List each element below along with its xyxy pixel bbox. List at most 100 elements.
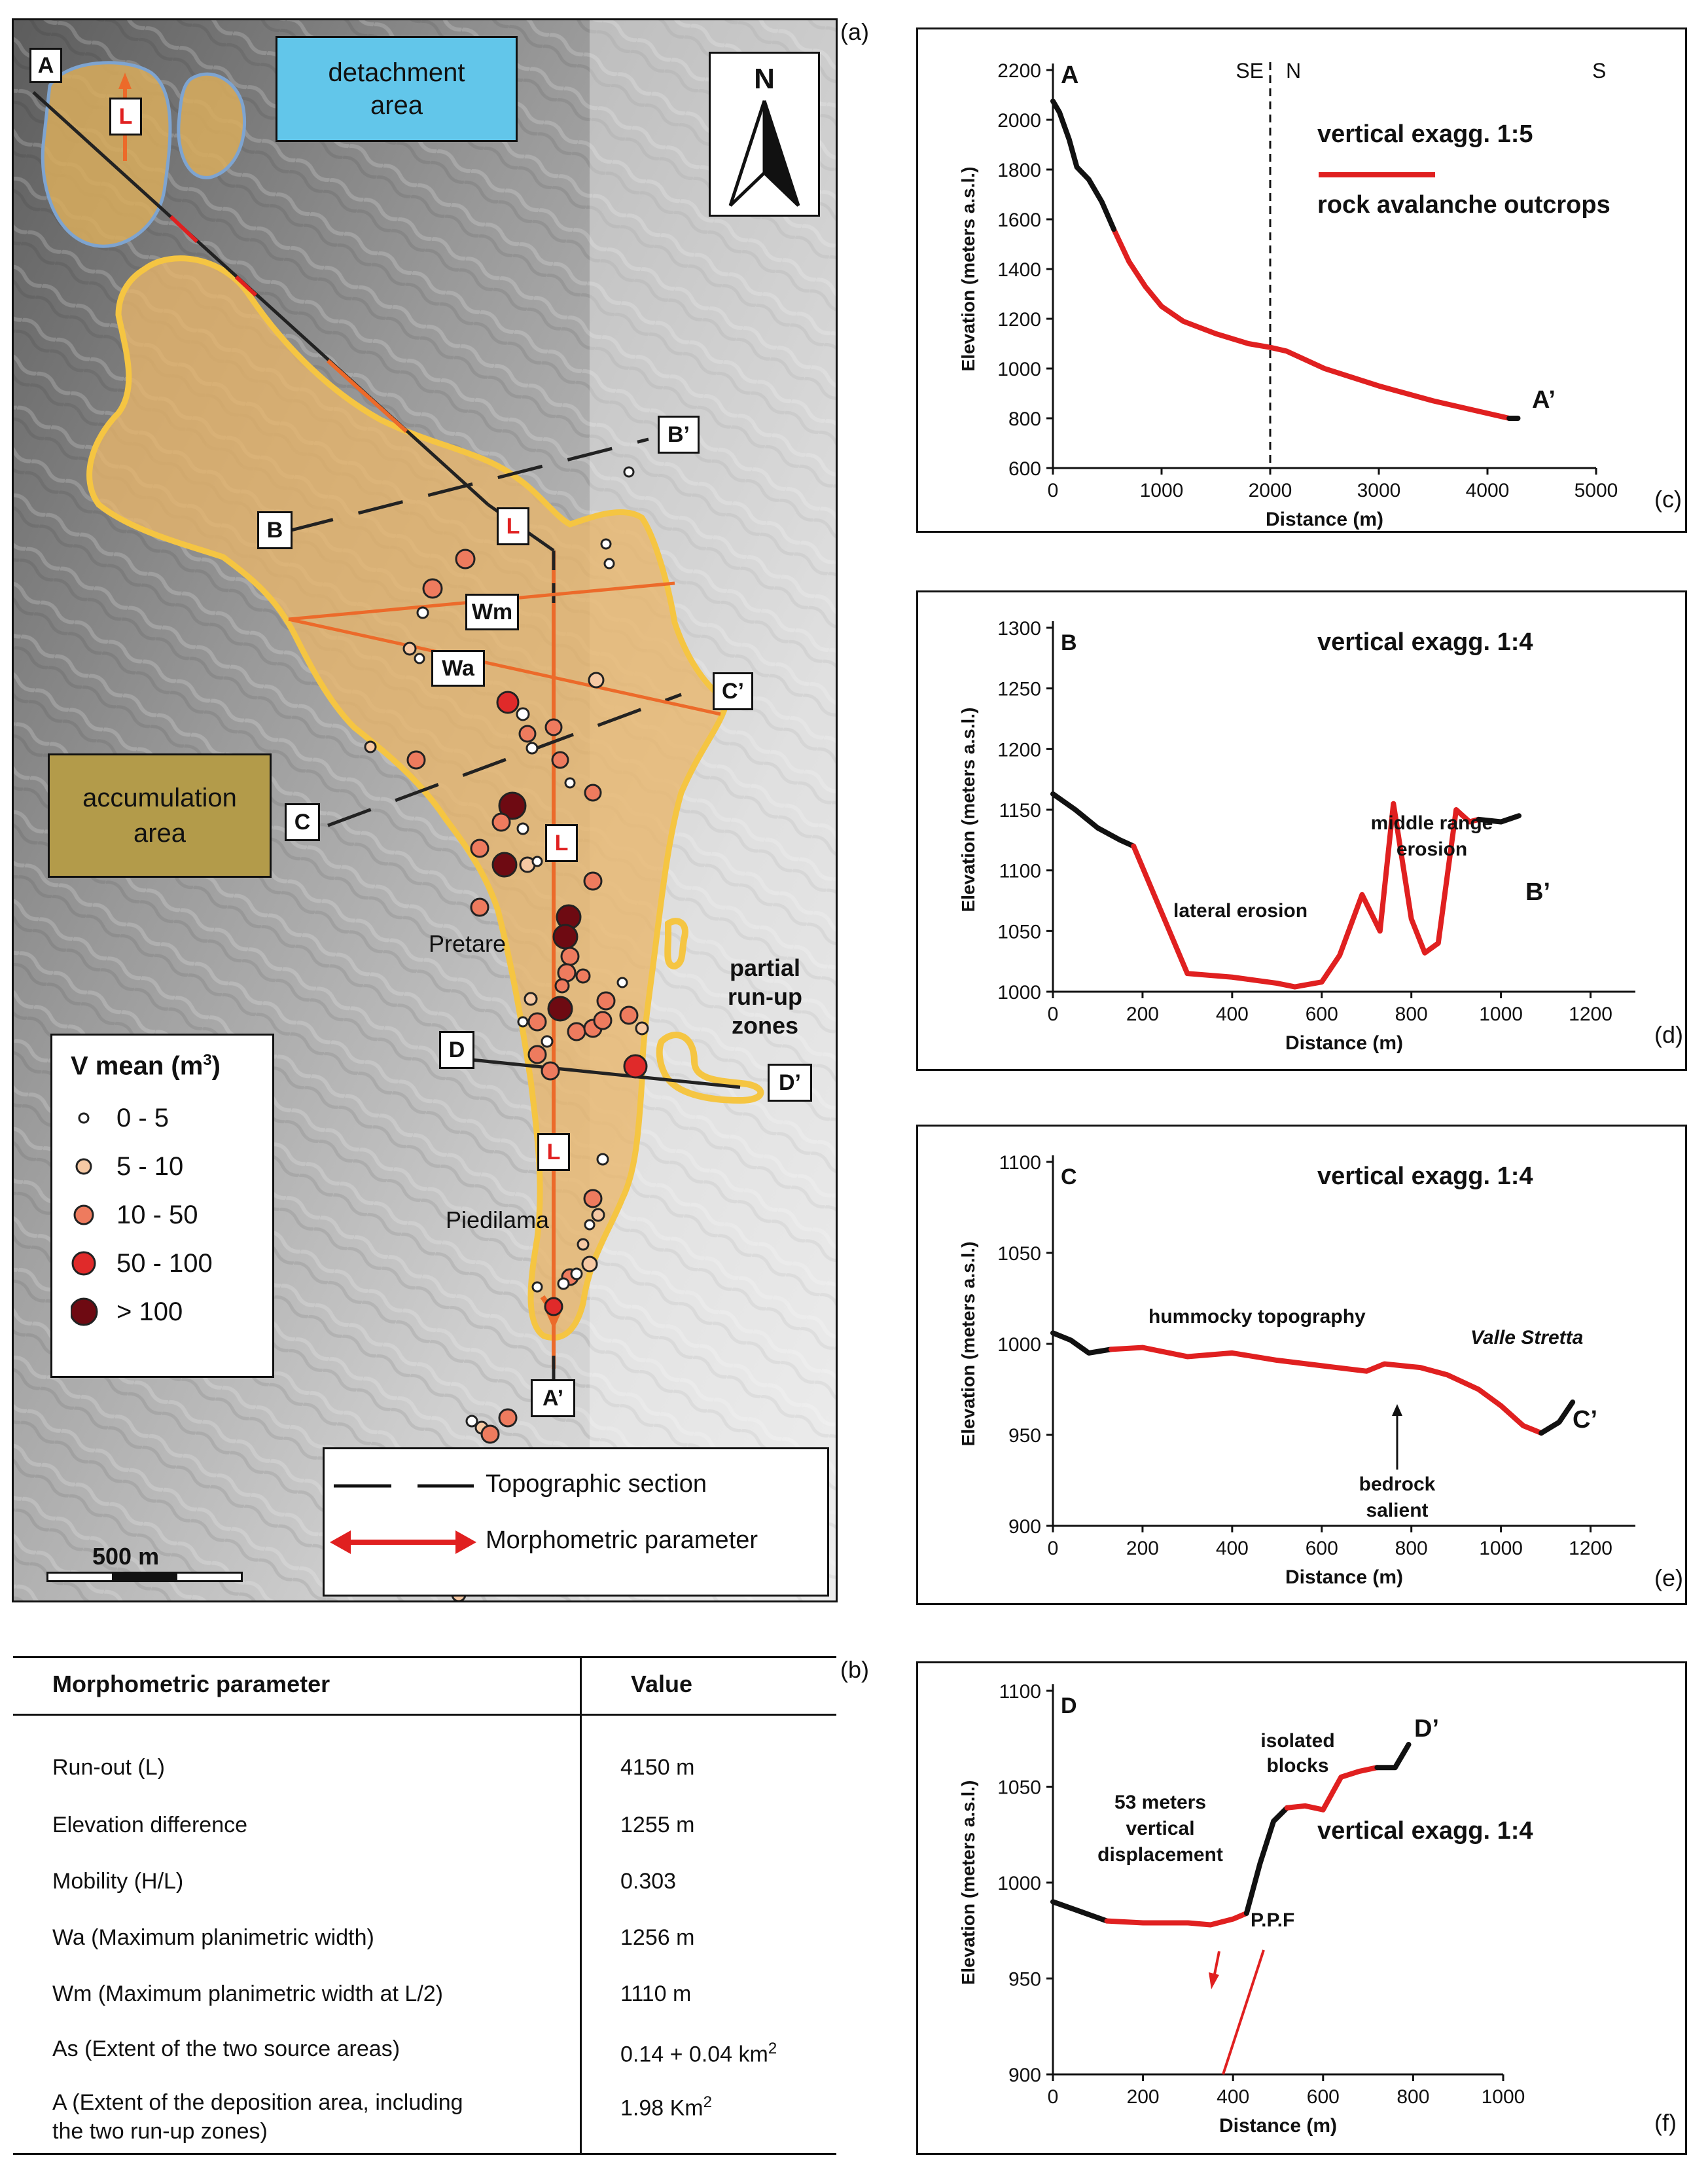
label-d: D: [439, 1031, 474, 1069]
section-line-d: [471, 1058, 741, 1089]
legend-swatch: [78, 1112, 90, 1124]
north-arrow: N: [709, 52, 820, 217]
legend-swatch: [71, 1297, 98, 1326]
x-tick-label: 1200: [1569, 1003, 1612, 1025]
annotation: middle range: [1371, 812, 1493, 834]
annotation: blocks: [1266, 1755, 1328, 1777]
detachment-line-1: detachment: [328, 58, 465, 87]
panel-label-e: (e): [1654, 1564, 1683, 1591]
series-line: [1111, 226, 1512, 421]
y-tick-label: 1200: [997, 309, 1041, 331]
exaggeration-label: vertical exagg. 1:4: [1317, 628, 1533, 656]
annotation: salient: [1366, 1500, 1428, 1521]
y-axis-label: Elevation (meters a.s.l.): [958, 708, 978, 912]
profile-end-label: C’: [1573, 1406, 1597, 1434]
y-tick-label: 1150: [999, 800, 1041, 822]
legend-swatch: [75, 1158, 92, 1175]
run-out-marker-4: L: [537, 1133, 570, 1171]
x-tick-label: 0: [1048, 480, 1059, 501]
scale-bar: 500 m: [46, 1543, 249, 1582]
direction-label-s: S: [1592, 59, 1606, 82]
table-top-rule: [13, 1656, 836, 1658]
y-tick-label: 900: [1008, 2065, 1041, 2086]
exaggeration-label: vertical exagg. 1:4: [1317, 1817, 1533, 1845]
run-out-marker-1: L: [109, 98, 142, 136]
x-tick-label: 800: [1395, 1538, 1428, 1559]
detachment-area-label: detachment area: [276, 36, 518, 142]
y-tick-label: 950: [1008, 1425, 1041, 1447]
x-tick-label: 200: [1126, 1003, 1159, 1025]
profile-e-chart: 900 950 1000 1050 1100 0 200 400 600 800 1000 1200 D…: [958, 1152, 1635, 1588]
y-tick-label: 1250: [997, 679, 1041, 700]
profile-end-label: B’: [1525, 878, 1550, 906]
table-row-value: 1256 m: [620, 1925, 695, 1950]
x-axis-label: Distance (m): [1285, 1032, 1403, 1054]
series-line: [1104, 1910, 1249, 1928]
x-tick-label: 200: [1126, 1538, 1159, 1559]
detachment-line-2: area: [370, 91, 423, 120]
legend-item-label: 5 - 10: [116, 1151, 184, 1181]
label-c-prime: C’: [713, 672, 753, 710]
label-a-prime: A’: [531, 1379, 575, 1417]
table-row-value: 0.14 + 0.04 km2: [620, 2040, 777, 2067]
profile-c-panel: 600 800 1000 1200 1400 1600 1800 2000 2200 0 1000 2…: [916, 27, 1687, 533]
annotation: Valle Stretta: [1470, 1327, 1583, 1348]
accumulation-area-label: accumulation area: [48, 753, 272, 878]
legend-item: > 100: [71, 1288, 272, 1336]
x-axis-label: Distance (m): [1219, 2115, 1337, 2137]
y-tick-label: 600: [1008, 458, 1041, 480]
section-line-c: [327, 693, 682, 827]
x-tick-label: 600: [1306, 1538, 1338, 1559]
x-tick-label: 400: [1216, 1003, 1249, 1025]
table-row-param: Wm (Maximum planimetric width at L/2): [52, 1981, 444, 2006]
label-a: A: [29, 48, 62, 83]
exaggeration-label: vertical exagg. 1:4: [1317, 1163, 1533, 1190]
annotation: lateral erosion: [1173, 900, 1308, 922]
x-tick-label: 400: [1216, 1538, 1249, 1559]
legend-item: 10 - 50: [71, 1191, 272, 1239]
profile-start-label: C: [1061, 1165, 1077, 1189]
runup-zone-1: [664, 918, 688, 970]
annotation: isolated: [1260, 1730, 1334, 1752]
x-tick-label: 400: [1217, 2086, 1249, 2108]
x-tick-label: 200: [1127, 2086, 1160, 2108]
fault-arrowhead: [1209, 1972, 1219, 1989]
map-panel: A detachment area N L B’ B L Wm Wa C’ ac…: [12, 18, 838, 1602]
direction-label-se: SE: [1236, 59, 1264, 82]
key-morphometric-parameter: Morphometric parameter: [486, 1527, 758, 1554]
x-tick-label: 1000: [1482, 2086, 1525, 2108]
x-tick-label: 800: [1397, 2086, 1429, 2108]
series-line: [1476, 813, 1521, 825]
x-tick-label: 2000: [1249, 480, 1292, 501]
x-tick-label: 600: [1307, 2086, 1340, 2108]
panel-label-b: (b): [840, 1656, 869, 1683]
y-tick-label: 1050: [997, 921, 1041, 943]
label-b: B: [257, 511, 293, 549]
panel-label-d: (d): [1654, 1021, 1683, 1048]
panel-label-f: (f): [1654, 2109, 1677, 2136]
legend-title: V mean (m3): [71, 1051, 221, 1081]
morphometric-table: Morphometric parameter Value Run-out (L)…: [13, 1656, 836, 2155]
y-tick-label: 1400: [997, 259, 1041, 281]
y-tick-label: 2200: [997, 60, 1041, 82]
y-tick-label: 1800: [997, 160, 1041, 181]
north-label: N: [754, 63, 775, 95]
table-row-value: 1255 m: [620, 1813, 695, 1837]
profile-f-panel: 900 950 1000 1050 1100 0 200 400 600 800 1000 Dista…: [916, 1661, 1687, 2155]
deposit-area: [86, 255, 731, 1341]
source-area-2: [177, 72, 247, 179]
x-axis-label: Distance (m): [1266, 509, 1383, 530]
key-topographic-section: Topographic section: [486, 1470, 707, 1498]
legend-swatch: [71, 1251, 96, 1276]
section-line-b: [288, 437, 649, 533]
legend-item: 50 - 100: [71, 1239, 272, 1288]
y-axis-label: Elevation (meters a.s.l.): [958, 167, 978, 372]
legend-box: V mean (m3) 0 - 5 5 - 10 10 - 50 50 - 100 > …: [50, 1034, 274, 1378]
x-axis-label: Distance (m): [1285, 1566, 1403, 1588]
series-line: [1050, 1330, 1114, 1356]
profile-d-panel: 1000 1050 1100 1150 1200 1250 1300 0 200 400 600 80…: [916, 590, 1687, 1071]
series-line: [1374, 1742, 1412, 1771]
village-pretare: Pretare: [429, 930, 507, 957]
legend-item: 5 - 10: [71, 1142, 272, 1191]
y-tick-label: 900: [1008, 1516, 1041, 1538]
